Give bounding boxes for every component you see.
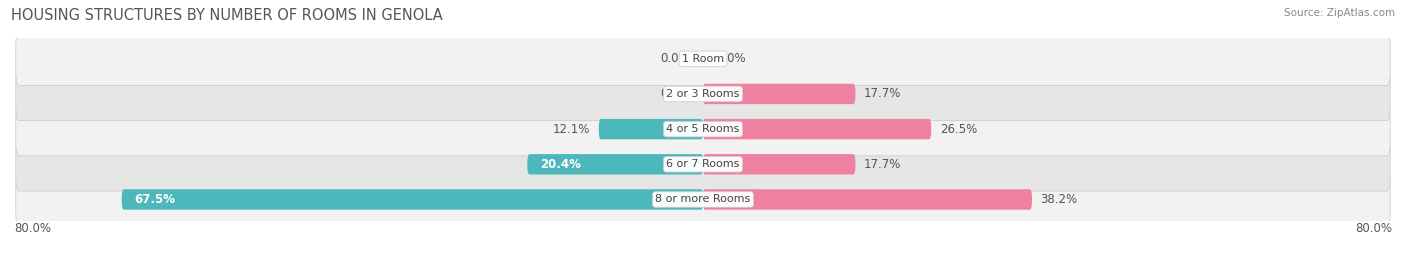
Text: 0.0%: 0.0% <box>661 52 690 65</box>
Text: 1 Room: 1 Room <box>682 54 724 64</box>
FancyBboxPatch shape <box>703 189 1032 210</box>
Text: 67.5%: 67.5% <box>135 193 176 206</box>
Text: HOUSING STRUCTURES BY NUMBER OF ROOMS IN GENOLA: HOUSING STRUCTURES BY NUMBER OF ROOMS IN… <box>11 8 443 23</box>
Text: 0.0%: 0.0% <box>661 87 690 100</box>
FancyBboxPatch shape <box>527 154 703 175</box>
FancyBboxPatch shape <box>703 154 855 175</box>
Text: 20.4%: 20.4% <box>540 158 581 171</box>
FancyBboxPatch shape <box>15 32 1391 86</box>
FancyBboxPatch shape <box>15 67 1391 121</box>
Text: 6 or 7 Rooms: 6 or 7 Rooms <box>666 159 740 169</box>
FancyBboxPatch shape <box>703 119 931 139</box>
FancyBboxPatch shape <box>15 102 1391 156</box>
Text: Source: ZipAtlas.com: Source: ZipAtlas.com <box>1284 8 1395 18</box>
FancyBboxPatch shape <box>122 189 703 210</box>
FancyBboxPatch shape <box>599 119 703 139</box>
Text: 17.7%: 17.7% <box>865 158 901 171</box>
FancyBboxPatch shape <box>15 173 1391 226</box>
Text: 26.5%: 26.5% <box>939 123 977 136</box>
Text: 4 or 5 Rooms: 4 or 5 Rooms <box>666 124 740 134</box>
Text: 12.1%: 12.1% <box>553 123 591 136</box>
Text: 0.0%: 0.0% <box>716 52 745 65</box>
Text: 17.7%: 17.7% <box>865 87 901 100</box>
Text: 2 or 3 Rooms: 2 or 3 Rooms <box>666 89 740 99</box>
Text: 38.2%: 38.2% <box>1040 193 1078 206</box>
Text: 80.0%: 80.0% <box>14 222 51 235</box>
FancyBboxPatch shape <box>15 137 1391 191</box>
FancyBboxPatch shape <box>703 84 855 104</box>
Text: 8 or more Rooms: 8 or more Rooms <box>655 194 751 204</box>
Text: 80.0%: 80.0% <box>1355 222 1392 235</box>
